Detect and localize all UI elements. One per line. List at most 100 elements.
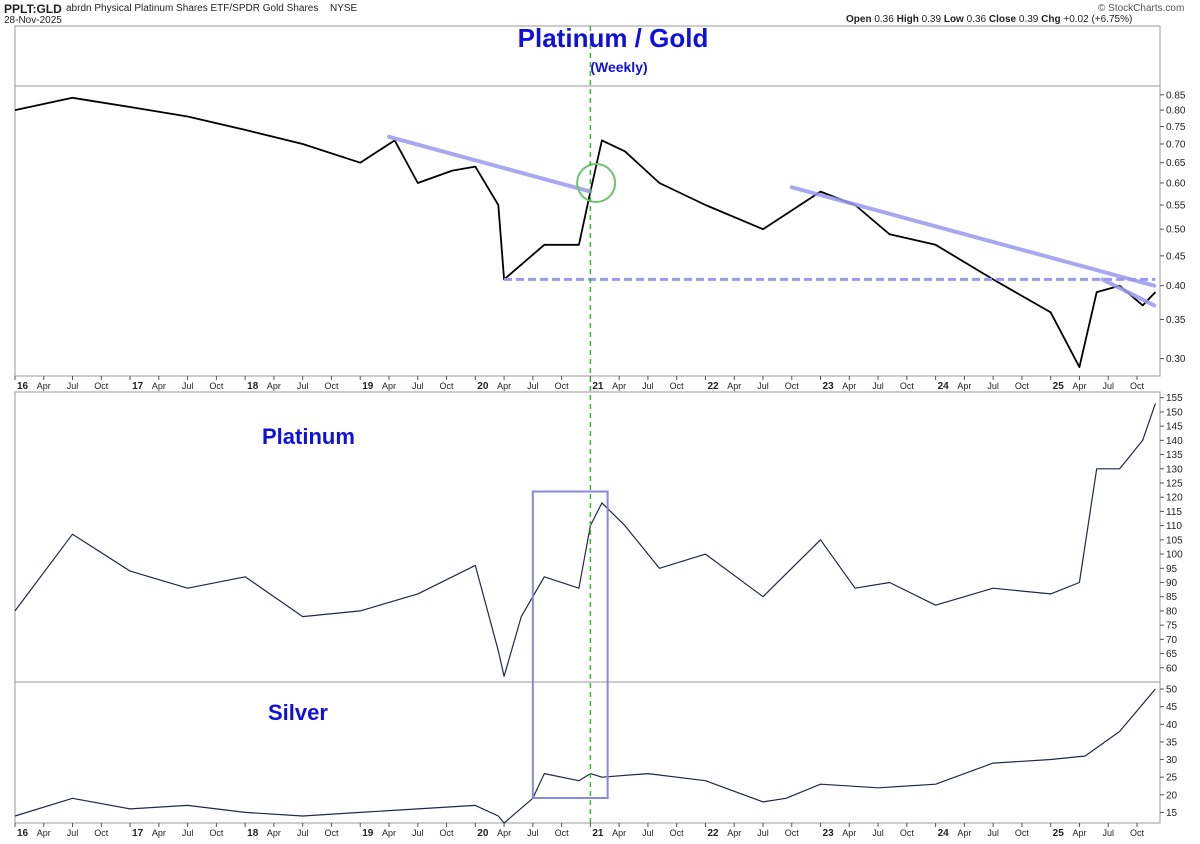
y-tick-label: 35 [1166, 737, 1178, 748]
x-tick-label: Oct [209, 381, 224, 391]
y-tick-label: 0.50 [1166, 225, 1186, 236]
y-tick-label: 0.80 [1166, 106, 1186, 117]
x-tick-label: Oct [94, 828, 109, 838]
x-tick-label: Jul [987, 828, 999, 838]
x-tick-label: Oct [555, 828, 570, 838]
highlight-circle [576, 162, 617, 203]
x-tick-label: Apr [37, 828, 51, 838]
x-tick-label: Jul [757, 381, 769, 391]
x-tick-label: Oct [1130, 828, 1145, 838]
y-tick-label: 15 [1166, 808, 1178, 819]
x-tick-label: 19 [362, 828, 374, 839]
y-tick-label: 115 [1166, 507, 1182, 518]
open-label: Open [846, 14, 872, 25]
x-tick-label: Apr [727, 381, 741, 391]
y-tick-label: 105 [1166, 535, 1183, 546]
header-symbol: PPLT:GLD [4, 2, 62, 16]
open-value: 0.36 [874, 14, 894, 25]
x-tick-label: 23 [823, 381, 835, 392]
x-tick-label: Apr [267, 381, 281, 391]
x-tick-label: Apr [267, 828, 281, 838]
x-tick-label: Apr [842, 828, 856, 838]
trendline [1100, 277, 1157, 308]
y-tick-label: 110 [1166, 521, 1182, 532]
x-tick-label: Oct [670, 381, 685, 391]
x-tick-label: Oct [1015, 828, 1030, 838]
x-tick-label: Oct [1015, 381, 1030, 391]
chart-subtitle: (Weekly) [590, 59, 647, 75]
y-tick-label: 150 [1166, 407, 1183, 418]
x-tick-label: Jul [297, 381, 309, 391]
y-tick-label: 0.60 [1166, 178, 1186, 189]
y-tick-label: 155 [1166, 393, 1183, 404]
header-exchange: NYSE [330, 3, 358, 14]
x-tick-label: Oct [900, 828, 915, 838]
y-tick-label: 130 [1166, 464, 1183, 475]
y-tick-label: 0.35 [1166, 315, 1186, 326]
x-tick-label: 18 [247, 381, 259, 392]
low-value: 0.36 [966, 14, 987, 25]
x-tick-label: Jul [412, 828, 424, 838]
x-tick-label: 17 [132, 381, 144, 392]
x-tick-label: Jul [67, 381, 79, 391]
y-tick-label: 40 [1166, 720, 1178, 731]
x-tick-label: Apr [152, 828, 166, 838]
x-tick-label: Oct [440, 828, 455, 838]
y-tick-label: 140 [1166, 436, 1183, 447]
x-tick-label: 17 [132, 828, 144, 839]
x-tick-label: Oct [440, 381, 455, 391]
header-description: abrdn Physical Platinum Shares ETF/SPDR … [66, 3, 319, 14]
x-tick-label: 22 [707, 381, 719, 392]
low-label: Low [943, 14, 964, 25]
x-tick-label: Apr [957, 381, 971, 391]
trendline [789, 185, 1157, 288]
close-value: 0.39 [1018, 14, 1039, 25]
x-tick-label: Oct [324, 381, 339, 391]
x-tick-label: Jul [412, 381, 424, 391]
y-tick-label: 0.85 [1166, 90, 1186, 101]
x-tick-label: Apr [612, 828, 626, 838]
x-tick-label: Apr [37, 381, 51, 391]
trendline [386, 134, 593, 194]
x-tick-label: Apr [842, 381, 856, 391]
y-tick-label: 65 [1166, 649, 1178, 660]
x-tick-label: Jul [182, 381, 194, 391]
x-tick-label: Jul [872, 828, 884, 838]
x-tick-label: Jul [872, 381, 884, 391]
y-tick-label: 100 [1166, 550, 1183, 561]
x-tick-label: Jul [987, 381, 999, 391]
x-tick-label: Jul [527, 828, 539, 838]
x-tick-label: Oct [785, 828, 800, 838]
y-tick-label: 0.70 [1166, 139, 1186, 150]
y-tick-label: 50 [1166, 685, 1178, 696]
x-tick-label: Apr [1072, 381, 1086, 391]
x-tick-label: Oct [785, 381, 800, 391]
x-tick-label: Oct [555, 381, 570, 391]
series-line [14, 96, 1157, 368]
x-tick-label: Jul [1102, 828, 1114, 838]
x-tick-label: Apr [1072, 828, 1086, 838]
x-tick-label: Oct [94, 381, 109, 391]
panel-frame-ratio [14, 25, 1161, 377]
y-tick-label: 145 [1166, 422, 1183, 433]
y-tick-label: 45 [1166, 702, 1178, 713]
x-tick-label: 25 [1053, 381, 1065, 392]
x-tick-label: Jul [642, 828, 654, 838]
x-tick-label: Apr [957, 828, 971, 838]
x-tick-label: Oct [670, 828, 685, 838]
y-tick-label: 120 [1166, 493, 1183, 504]
x-tick-label: 24 [938, 381, 950, 392]
header-ohlc: Open 0.36 High 0.39 Low 0.36 Close 0.39 … [846, 14, 1132, 25]
x-tick-label: 16 [17, 828, 29, 839]
y-tick-label: 90 [1166, 578, 1178, 589]
y-tick-label: 60 [1166, 663, 1178, 674]
x-tick-label: 20 [477, 381, 489, 392]
series-line [14, 403, 1156, 677]
y-tick-label: 70 [1166, 635, 1178, 646]
x-tick-label: Apr [382, 828, 396, 838]
chart-title: Platinum / Gold [518, 23, 709, 53]
x-tick-label: 25 [1053, 828, 1065, 839]
panel-frame-lower [14, 391, 1161, 824]
brand-logo[interactable]: © StockCharts.com [1098, 3, 1185, 14]
